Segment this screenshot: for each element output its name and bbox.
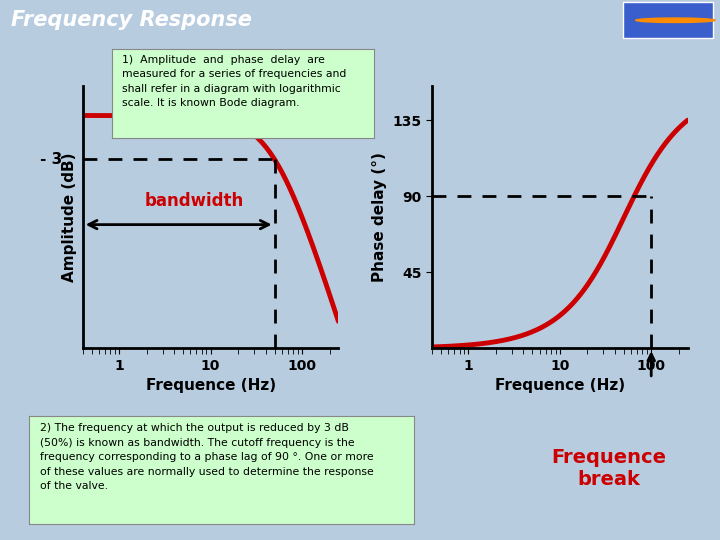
Text: 2) The frequency at which the output is reduced by 3 dB
(50%) is known as bandwi: 2) The frequency at which the output is … <box>40 423 374 491</box>
Text: bandwidth: bandwidth <box>145 192 244 210</box>
Text: E: E <box>629 11 640 29</box>
Y-axis label: Phase delay (°): Phase delay (°) <box>372 152 387 282</box>
Text: 1)  Amplitude  and  phase  delay  are
measured for a series of frequencies and
s: 1) Amplitude and phase delay are measure… <box>122 55 346 108</box>
Text: Frequence
break: Frequence break <box>551 448 666 489</box>
Text: Frequency Response: Frequency Response <box>11 10 252 30</box>
FancyBboxPatch shape <box>623 2 713 38</box>
Text: T: T <box>659 11 670 29</box>
X-axis label: Frequence (Hz): Frequence (Hz) <box>495 379 625 393</box>
Text: - 3: - 3 <box>40 152 63 167</box>
Circle shape <box>636 18 715 23</box>
Text: A: A <box>644 11 657 29</box>
Y-axis label: Amplitude (dB): Amplitude (dB) <box>62 153 77 282</box>
X-axis label: Frequence (Hz): Frequence (Hz) <box>145 379 276 393</box>
Text: N: N <box>690 11 703 29</box>
